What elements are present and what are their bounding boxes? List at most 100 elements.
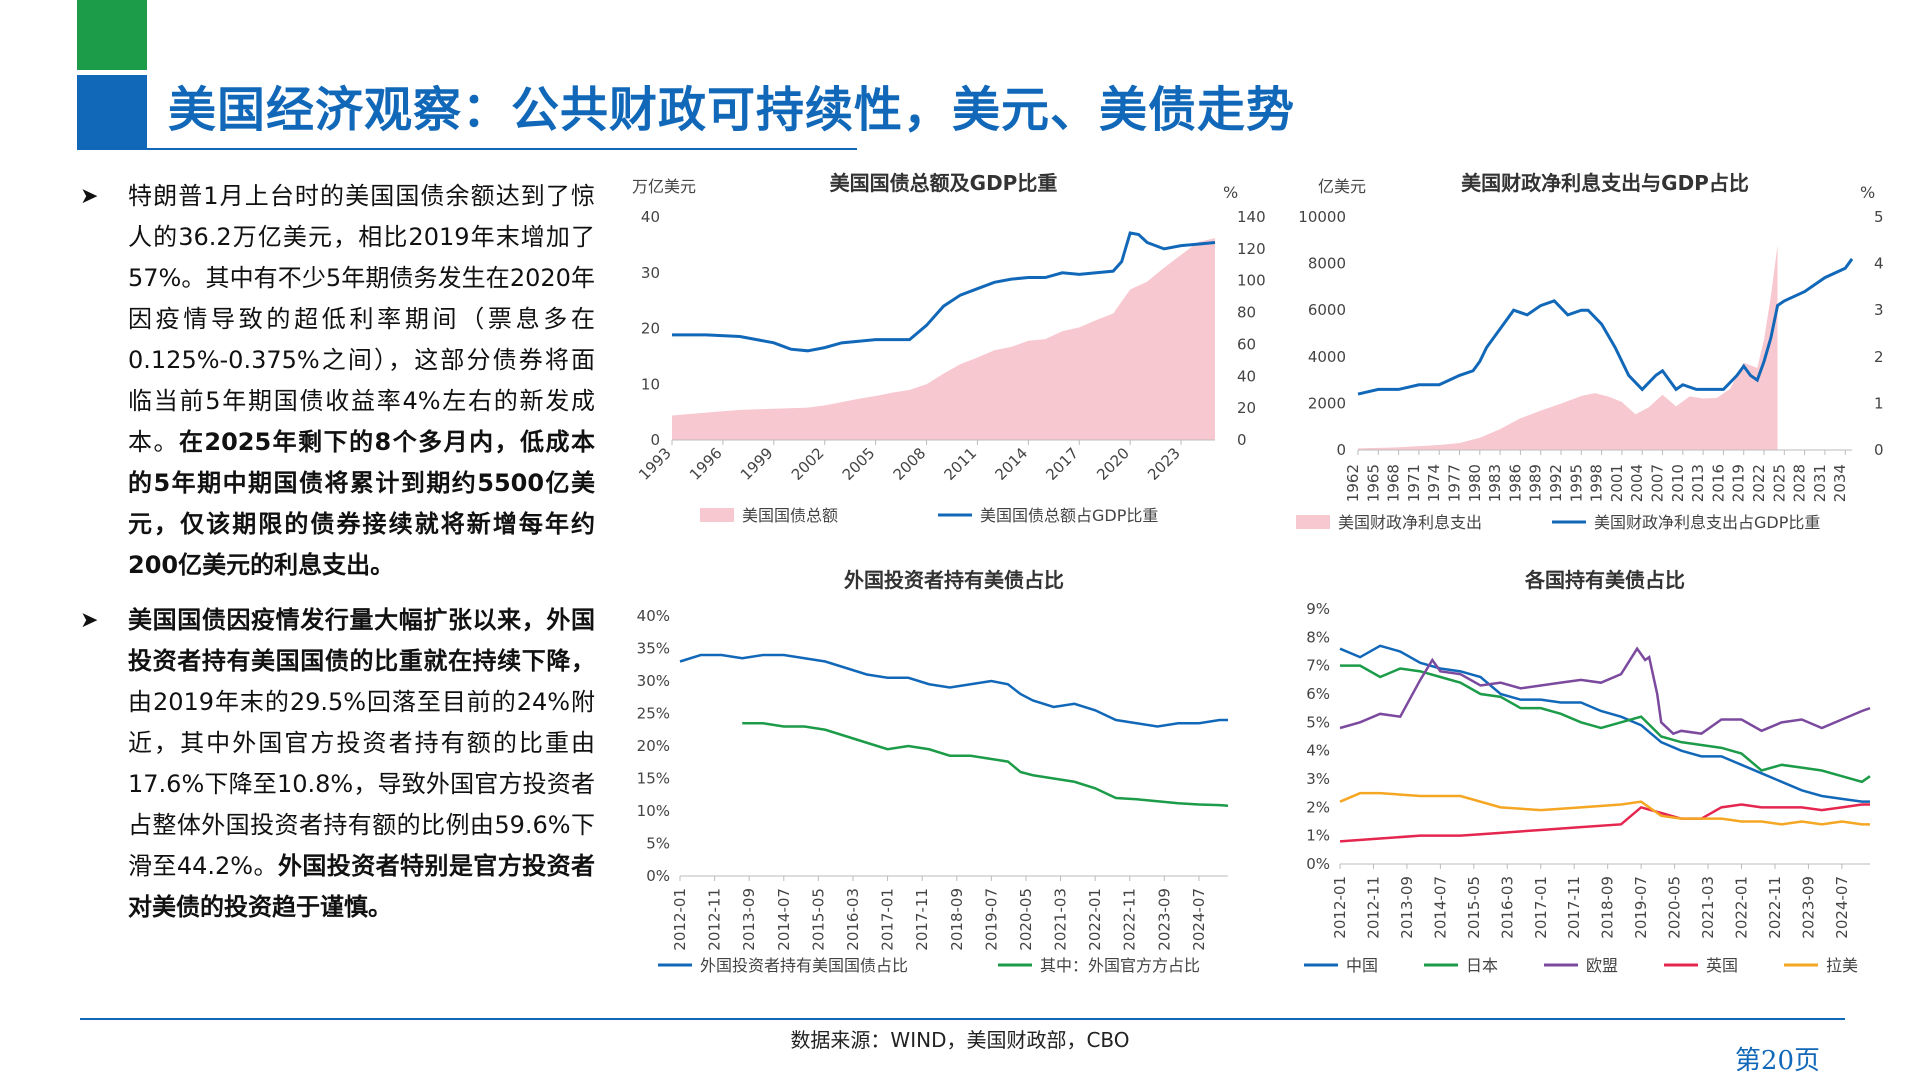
x-tick-label: 1962	[1344, 464, 1362, 502]
series-area-c2	[1358, 244, 1778, 450]
y-tick: 0%	[1306, 855, 1330, 873]
series-line-0	[1339, 644, 1870, 803]
y-tick-left: 6000	[1308, 301, 1346, 319]
x-tick-label: 1993	[635, 444, 675, 484]
title-underline	[77, 148, 857, 150]
y-tick-left: 30	[641, 264, 660, 282]
y-tick: 35%	[637, 640, 670, 658]
x-tick-label: 2008	[890, 444, 930, 484]
x-tick-label: 2013-09	[740, 888, 758, 951]
chart-interest: 美国财政净利息支出与GDP占比 亿美元% 0 2000 4000 6000 8000 1000…	[1280, 168, 1884, 552]
y-tick-right: 2	[1874, 348, 1884, 366]
bullet-1-text: 特朗普1月上台时的美国国债余额达到了惊人的36.2万亿美元，相比2019年末增加…	[128, 182, 595, 579]
page-number: 第20页	[1734, 1046, 1820, 1076]
chart-debt-gdp: 美国国债总额及GDP比重 万亿美元% 0 10 20 30 40 0 20 40 60 80 100 12…	[620, 168, 1266, 552]
legend-label-3: 英国	[1706, 956, 1738, 975]
x-tick-label: 2019-07	[982, 888, 1000, 951]
chart-debt-gdp-svg: 美国国债总额及GDP比重 万亿美元 % 0 10 20 30 40 0 20 40 60 80 100 12…	[632, 171, 1266, 525]
y-tick-right: 60	[1237, 335, 1256, 353]
chart-interest-svg: 美国财政净利息支出与GDP占比 亿美元 % 0 2000 4000 6000 8000 1000…	[1296, 171, 1884, 532]
x-tick-label: 2015-05	[809, 888, 827, 951]
y-tick-right: 3	[1874, 301, 1884, 319]
series-area-c1	[672, 238, 1215, 440]
legend-label-area: 美国财政净利息支出	[1338, 513, 1482, 532]
chart-title: 外国投资者持有美债占比	[844, 568, 1064, 592]
y-tick-left: 0	[650, 431, 660, 449]
y-tick-right: 100	[1237, 272, 1266, 290]
x-tick-label: 2012-01	[1331, 876, 1349, 939]
x-tick-label: 2010	[1669, 464, 1687, 502]
x-tick-label: 1968	[1385, 464, 1403, 502]
chart-title: 美国财政净利息支出与GDP占比	[1461, 171, 1749, 195]
y-tick-right: 5	[1874, 208, 1884, 226]
x-tick-label: 2023-09	[1155, 888, 1173, 951]
x-tick-label: 2018-09	[1599, 876, 1617, 939]
legend-swatch-area	[1296, 515, 1330, 529]
legend-swatch-area	[700, 508, 734, 522]
y-tick-left: 40	[641, 208, 660, 226]
x-tick-label: 2019	[1730, 464, 1748, 502]
y-tick-right: 0	[1237, 431, 1247, 449]
y-tick: 3%	[1306, 770, 1330, 788]
x-tick-label: 2012-11	[1364, 876, 1382, 939]
x-tick-label: 2020-05	[1666, 876, 1684, 939]
y-tick-right: 80	[1237, 304, 1256, 322]
x-tick-label: 2002	[788, 444, 828, 484]
page-title: 美国经济观察：公共财政可持续性，美元、美债走势	[168, 82, 1296, 138]
x-tick-label: 2022-11	[1121, 888, 1139, 951]
y-tick-left: 0	[1336, 441, 1346, 459]
bullet-2-text: 美国国债因疫情发行量大幅扩张以来，外国投资者持有美国国债的比重就在持续下降， 由2…	[128, 606, 595, 921]
chart-title: 各国持有美债占比	[1524, 568, 1685, 592]
x-tick-label: 2031	[1811, 464, 1829, 502]
y-tick: 8%	[1306, 628, 1330, 646]
x-tick-label: 2001	[1608, 464, 1626, 502]
x-tick-label: 1971	[1405, 464, 1423, 502]
x-tick-label: 2024-07	[1190, 888, 1208, 951]
y-tick: 25%	[637, 705, 670, 723]
y-axis-right-unit: %	[1860, 183, 1875, 202]
y-tick: 20%	[637, 737, 670, 755]
x-tick-label: 2020-05	[1017, 888, 1035, 951]
x-tick-label: 1999	[737, 444, 777, 484]
footer-rule	[80, 1018, 1845, 1020]
x-tick-label: 2013	[1689, 464, 1707, 502]
bullet-2-seg-1: 美国国债因疫情发行量大幅扩张以来，外国投资者持有美国国债的比重就在持续下降，	[128, 606, 595, 675]
x-tick-label: 2014-07	[1431, 876, 1449, 939]
header-green-block	[77, 0, 147, 70]
x-tick-label: 2024-07	[1833, 876, 1851, 939]
x-tick-label: 2021-03	[1052, 888, 1070, 951]
x-tick-label: 2005	[839, 444, 879, 484]
bullet-1-seg-2: 在2025年剩下的8个多月内，低成本的5年期中期国债将累计到期约5500亿美元，…	[128, 428, 595, 579]
y-tick: 5%	[1306, 713, 1330, 731]
y-tick: 9%	[1306, 600, 1330, 618]
y-axis-right-unit: %	[1223, 183, 1238, 202]
x-tick-label: 2017-01	[879, 888, 897, 951]
y-tick: 5%	[646, 835, 670, 853]
legend-label-area: 美国国债总额	[742, 506, 838, 525]
bullet-2-seg-2: 由2019年末的29.5%回落至目前的24%附近，其中外国官方投资者持有额的比重…	[128, 688, 595, 880]
x-tick-label: 2017	[1042, 444, 1082, 484]
x-tick-label: 2012-11	[706, 888, 724, 951]
x-tick-label: 2012-01	[671, 888, 689, 951]
bullet-2: ➤ 美国国债因疫情发行量大幅扩张以来，外国投资者持有美国国债的比重就在持续下降，…	[80, 600, 595, 928]
x-tick-label: 1995	[1567, 464, 1585, 502]
y-tick: 2%	[1306, 798, 1330, 816]
x-tick-label: 2022-01	[1086, 888, 1104, 951]
legend-label-0: 外国投资者持有美国国债占比	[700, 956, 908, 975]
x-tick-label: 2015-05	[1465, 876, 1483, 939]
x-tick-label: 2028	[1791, 464, 1809, 502]
series-line-0	[679, 653, 1228, 728]
legend-label-line: 美国国债总额占GDP比重	[980, 506, 1158, 525]
x-tick-label: 2007	[1649, 464, 1667, 502]
x-tick-label: 2019-07	[1632, 876, 1650, 939]
x-tick-label: 1983	[1486, 464, 1504, 502]
series-line-c2	[1357, 258, 1854, 396]
y-tick-left: 10000	[1298, 208, 1346, 226]
series-line-1	[1340, 664, 1871, 784]
bullet-list: ➤ 特朗普1月上台时的美国国债余额达到了惊人的36.2万亿美元，相比2019年末…	[80, 176, 595, 942]
chart-country-holdings: 各国持有美债占比 0% 1% 2% 3% 4% 5% 6% 7% 8% 9% 2012-01 2012-…	[1290, 565, 1880, 999]
x-tick-label: 2016-03	[844, 888, 862, 951]
series-line-c1	[672, 231, 1216, 353]
x-tick-label: 1992	[1547, 464, 1565, 502]
x-tick-label: 2025	[1770, 464, 1788, 502]
